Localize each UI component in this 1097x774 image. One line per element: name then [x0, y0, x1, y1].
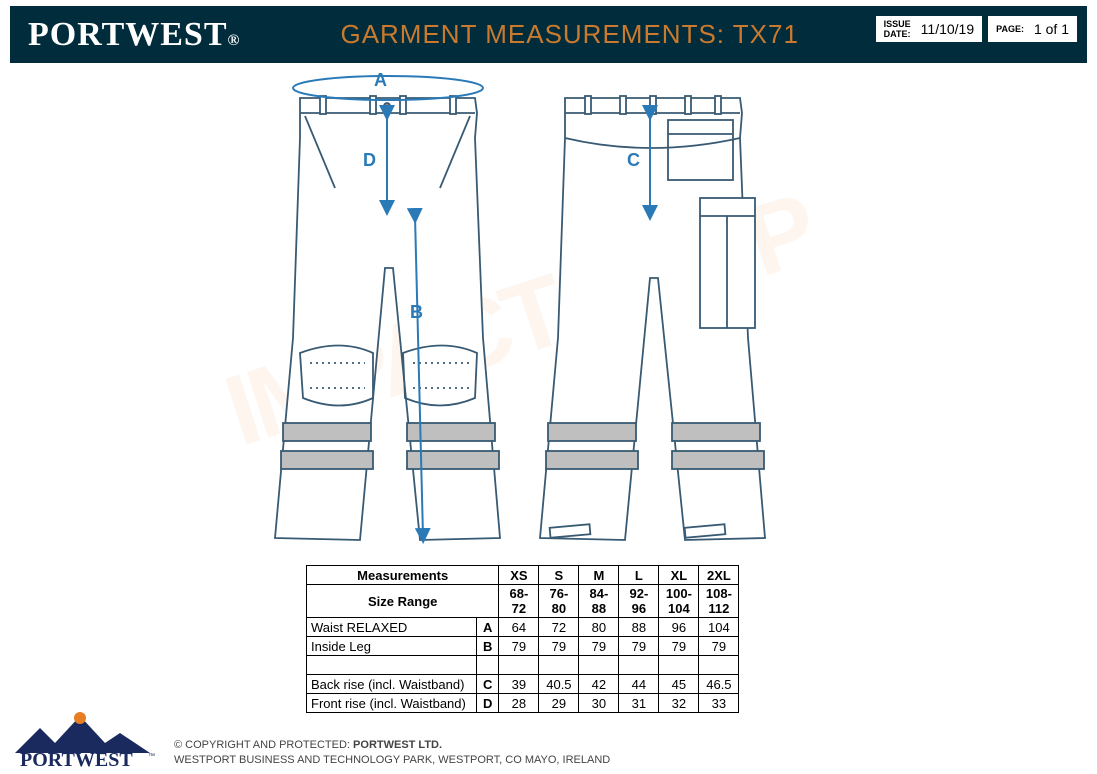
issue-date-box: ISSUEDATE: 11/10/19: [876, 16, 982, 42]
brand-logo: PORTWEST®: [28, 16, 240, 54]
table-header-row: Measurements XS S M L XL 2XL: [307, 566, 739, 585]
page-label: PAGE:: [996, 24, 1024, 34]
label-c: C: [627, 150, 640, 171]
svg-text:PORTWEST: PORTWEST: [20, 749, 133, 768]
header-bar: PORTWEST® GARMENT MEASUREMENTS: TX71 ISS…: [10, 6, 1087, 63]
footer: PORTWEST ™ © COPYRIGHT AND PROTECTED: PO…: [10, 708, 610, 768]
label-d: D: [363, 150, 376, 171]
table-row: Inside LegB797979797979: [307, 637, 739, 656]
footer-logo-icon: PORTWEST ™: [10, 708, 160, 768]
issue-date-label: ISSUEDATE:: [884, 19, 911, 39]
measurements-table: Measurements XS S M L XL 2XL Size Range …: [306, 565, 739, 713]
garment-diagram: [225, 68, 825, 558]
page-title: GARMENT MEASUREMENTS: TX71: [340, 19, 798, 50]
table-row: Back rise (incl. Waistband)C3940.5424445…: [307, 675, 739, 694]
size-range-row: Size Range 68-72 76-80 84-88 92-96 100-1…: [307, 585, 739, 618]
label-a: A: [374, 70, 387, 91]
svg-text:™: ™: [148, 753, 155, 760]
table-row: Waist RELAXEDA6472808896104: [307, 618, 739, 637]
footer-text: © COPYRIGHT AND PROTECTED: PORTWEST LTD.…: [174, 738, 610, 768]
table-row: [307, 656, 739, 675]
page-value: 1 of 1: [1034, 21, 1069, 37]
page-box: PAGE: 1 of 1: [988, 16, 1077, 42]
label-b: B: [410, 302, 423, 323]
issue-date-value: 11/10/19: [921, 21, 974, 37]
